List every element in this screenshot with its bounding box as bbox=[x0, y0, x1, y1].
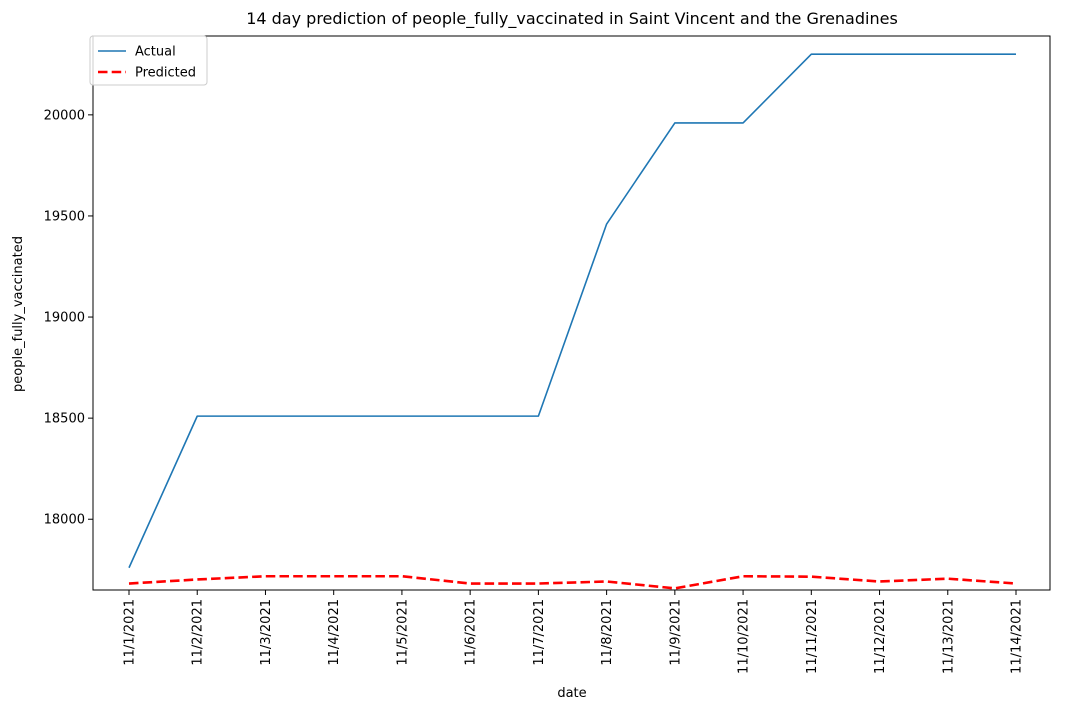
x-tick-label: 11/4/2021 bbox=[327, 599, 342, 666]
series-line-predicted bbox=[128, 574, 1017, 590]
y-axis-label: people_fully_vaccinated bbox=[11, 236, 26, 392]
legend-label: Actual bbox=[135, 45, 176, 60]
x-tick-label: 11/9/2021 bbox=[668, 599, 683, 666]
x-tick-label: 11/1/2021 bbox=[123, 599, 138, 666]
legend: Actual Predicted bbox=[89, 35, 208, 86]
x-tick-label: 11/12/2021 bbox=[873, 599, 888, 674]
series-line-actual bbox=[128, 53, 1016, 569]
plot-border bbox=[92, 35, 1051, 591]
x-tick-label: 11/5/2021 bbox=[395, 599, 410, 666]
x-tick-label: 11/3/2021 bbox=[259, 599, 274, 666]
y-tick-label: 20000 bbox=[44, 108, 85, 123]
series-lines bbox=[128, 53, 1017, 590]
x-axis-label: date bbox=[557, 686, 586, 701]
y-tick-label: 19500 bbox=[44, 209, 85, 224]
x-tick-label: 11/6/2021 bbox=[464, 599, 479, 666]
x-axis: 11/1/2021 11/2/2021 11/3/2021 11/4/2021 11/5… bbox=[123, 590, 1025, 674]
y-tick-label: 18000 bbox=[44, 513, 85, 528]
y-tick-label: 18500 bbox=[44, 412, 85, 427]
y-tick-label: 19000 bbox=[44, 311, 85, 326]
x-tick-label: 11/2/2021 bbox=[191, 599, 206, 666]
x-tick-label: 11/11/2021 bbox=[805, 599, 820, 674]
x-tick-label: 11/8/2021 bbox=[600, 599, 615, 666]
chart-title: 14 day prediction of people_fully_vaccin… bbox=[246, 9, 898, 29]
y-axis: 18000 18500 19000 19500 20000 bbox=[44, 108, 93, 528]
x-tick-label: 11/7/2021 bbox=[532, 599, 547, 666]
x-tick-label: 11/13/2021 bbox=[941, 599, 956, 674]
legend-label: Predicted bbox=[135, 66, 196, 81]
x-tick-label: 11/14/2021 bbox=[1010, 599, 1025, 674]
x-tick-label: 11/10/2021 bbox=[737, 599, 752, 674]
plot-area bbox=[92, 35, 1051, 591]
